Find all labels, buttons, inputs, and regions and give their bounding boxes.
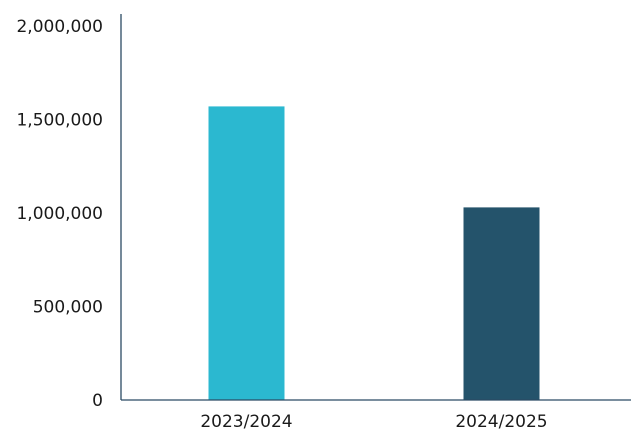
bar-2024-2025 <box>463 207 540 400</box>
x-tick-label: 2023/2024 <box>200 412 292 430</box>
x-axis-tick-labels: 2023/2024 2024/2025 <box>200 412 547 430</box>
y-tick-label: 500,000 <box>33 298 103 318</box>
x-tick-label: 2024/2025 <box>455 412 547 430</box>
y-tick-label: 1,500,000 <box>16 111 103 131</box>
y-tick-label: 2,000,000 <box>16 17 103 37</box>
bar-2023-2024 <box>208 106 285 400</box>
y-tick-label: 1,000,000 <box>16 204 103 224</box>
y-axis-tick-labels: 0 500,000 1,000,000 1,500,000 2,000,000 <box>16 17 103 411</box>
y-tick-label: 0 <box>92 391 103 411</box>
bars <box>208 106 540 400</box>
